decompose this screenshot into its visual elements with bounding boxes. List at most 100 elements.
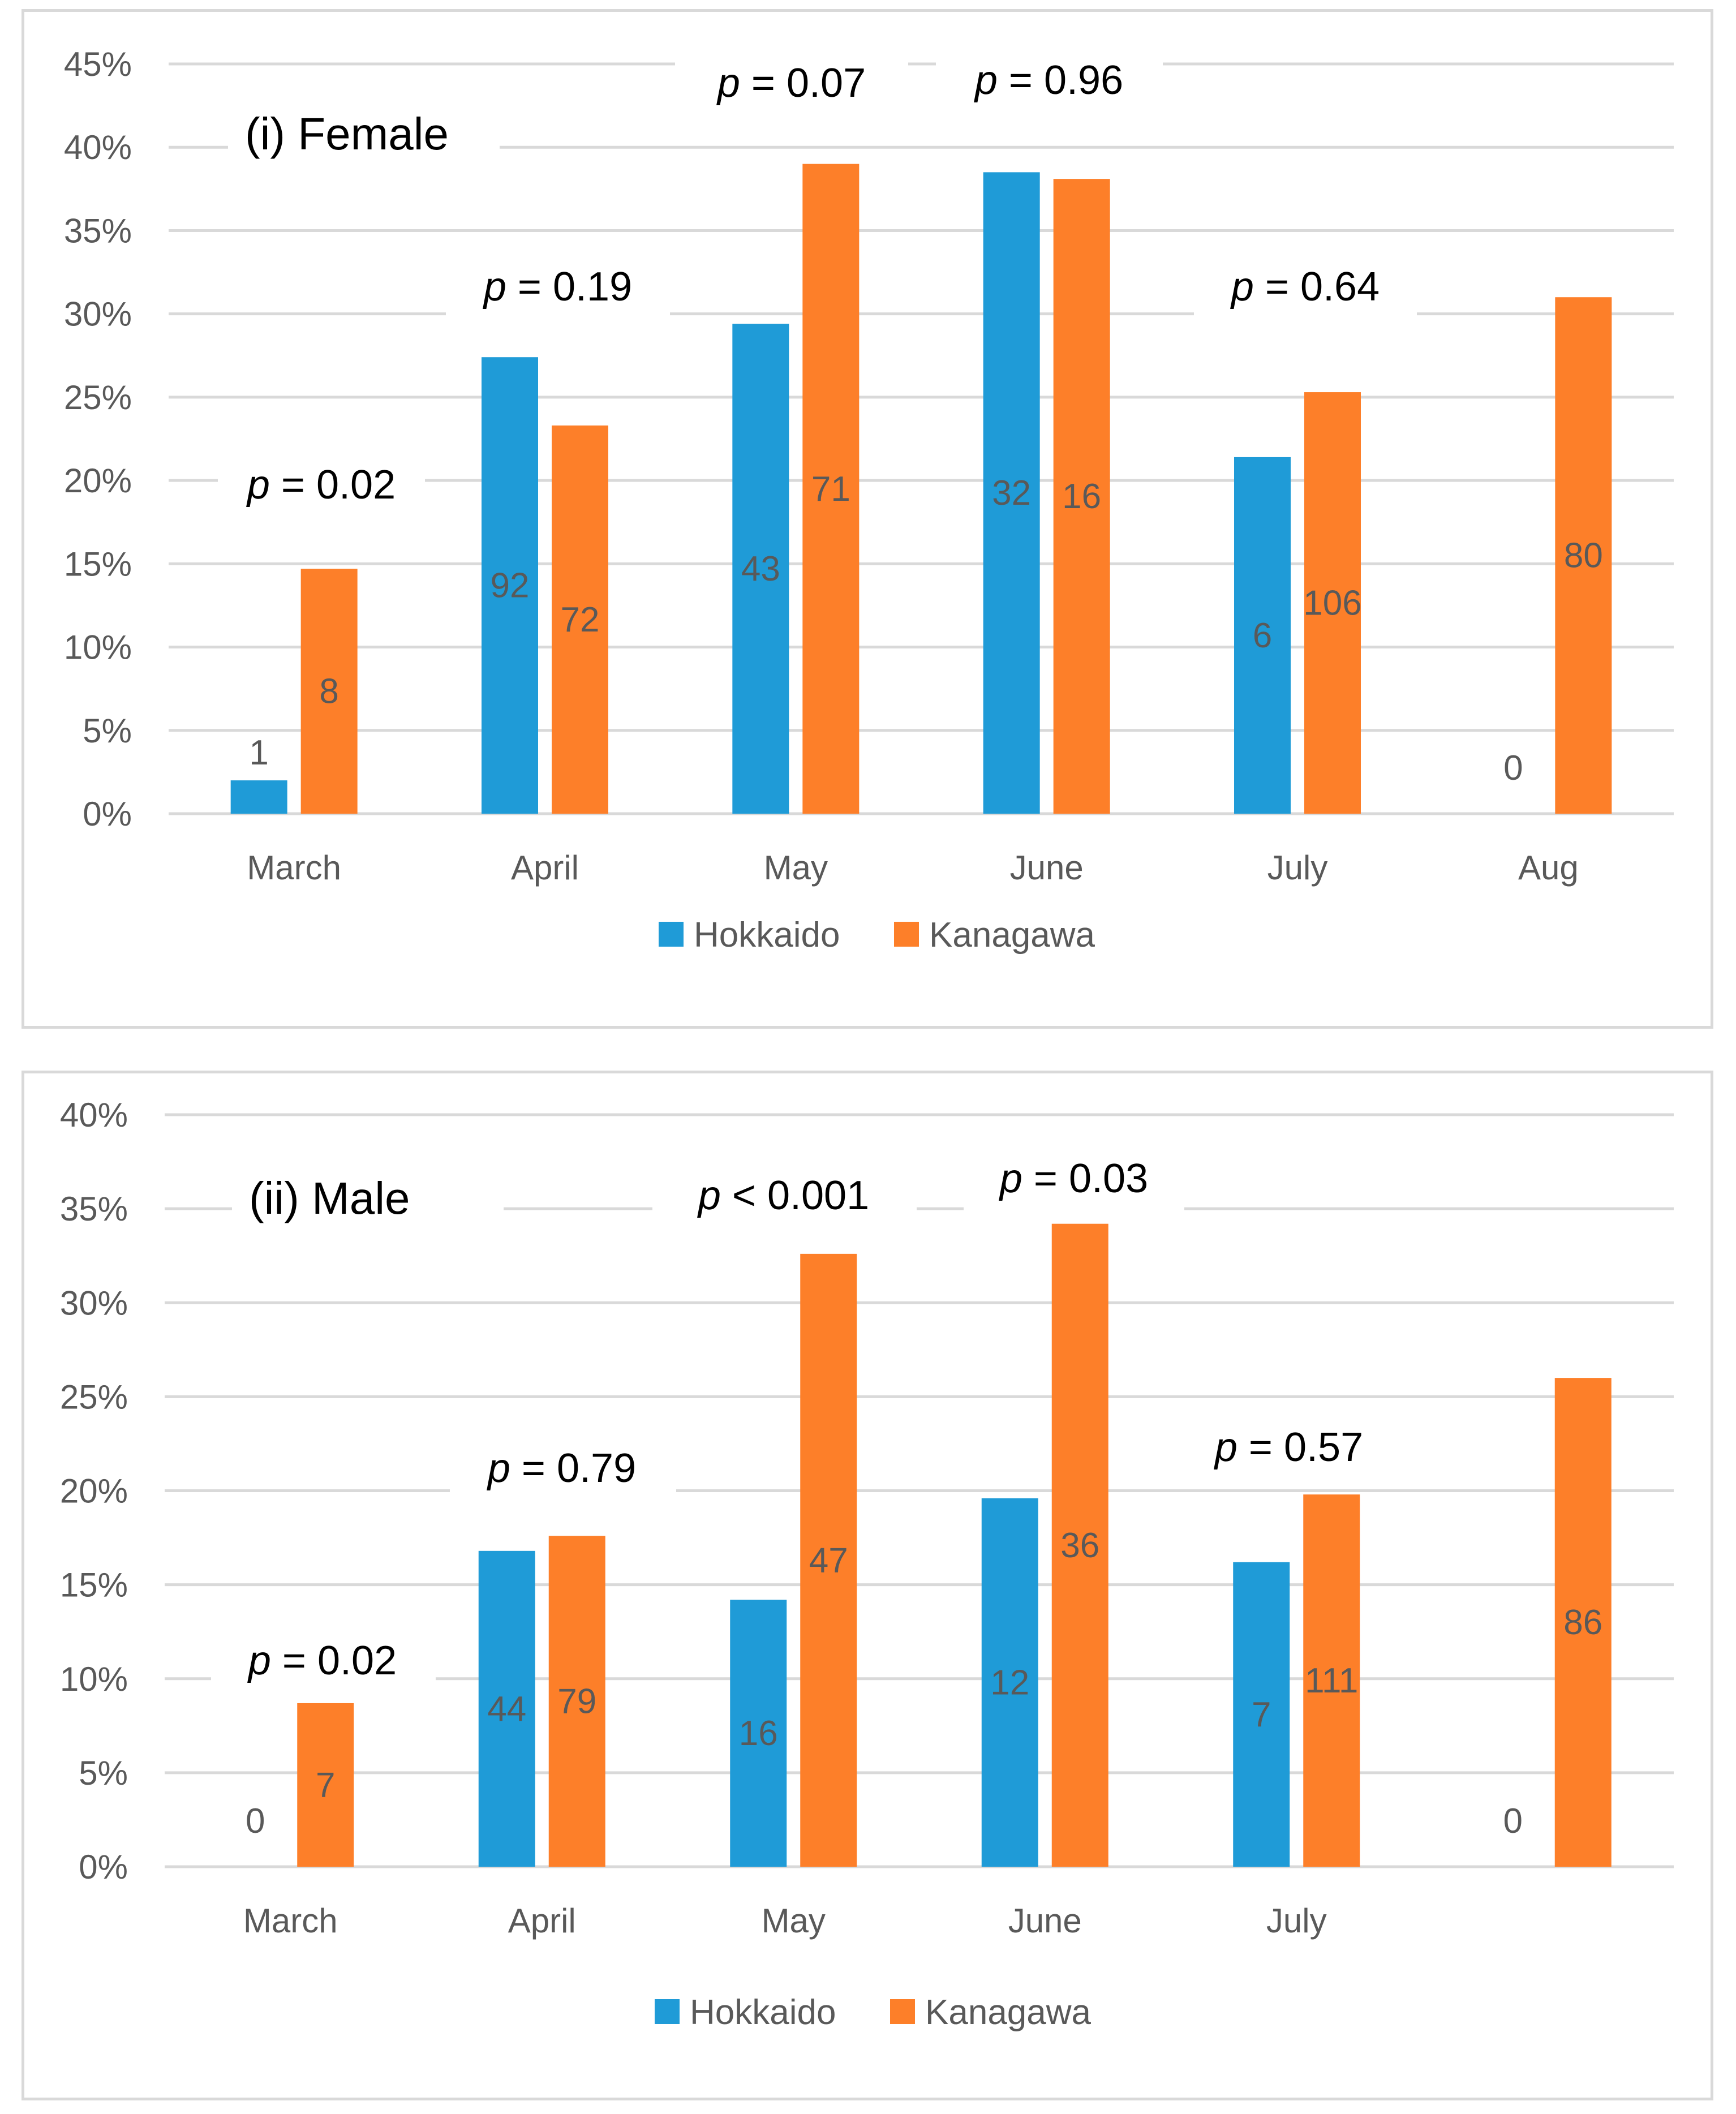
female-bar-chart: 0% 5% 10% 15% 20% 25% 30% 35% 40% 45% 1 8 March 92 72 A… <box>64 45 1674 955</box>
male-x-tick-label: May <box>762 1902 826 1940</box>
male-bar-chart: 0% 5% 10% 15% 20% 25% 30% 35% 40% 0 7 March 44 79 Apri… <box>60 1096 1674 2032</box>
female-data-label: 32 <box>992 474 1031 513</box>
female-legend-label-kanagawa: Kanagawa <box>929 916 1095 955</box>
male-pvalue-annotation-march: p = 0.02 <box>247 1638 397 1683</box>
male-data-label: 7 <box>316 1765 335 1804</box>
male-data-label: 0 <box>1503 1802 1523 1841</box>
male-legend-label-hokkaido: Hokkaido <box>690 1993 836 2032</box>
female-y-tick-label: 5% <box>83 712 132 750</box>
female-pvalue-background <box>446 258 670 320</box>
male-legend-label-kanagawa: Kanagawa <box>925 1993 1092 2032</box>
female-legend-label-hokkaido: Hokkaido <box>694 916 840 955</box>
female-x-tick-label: May <box>764 849 828 887</box>
male-bar-hokkaido-april <box>478 1550 535 1867</box>
male-bars <box>297 1223 1612 1867</box>
male-legend: Hokkaido Kanagawa <box>655 1993 1092 2032</box>
female-pvalue-background <box>1194 258 1417 320</box>
male-y-tick-label: 30% <box>60 1284 128 1322</box>
female-pvalue-background <box>218 456 425 518</box>
female-bar-hokkaido-june <box>983 172 1040 814</box>
male-pvalue-annotation-july: p = 0.57 <box>1214 1425 1363 1470</box>
male-bar-kanagawa-june <box>1051 1223 1108 1867</box>
male-x-tick-label: April <box>508 1902 576 1940</box>
female-legend-swatch-hokkaido <box>659 922 684 947</box>
female-bar-hokkaido-march <box>230 780 287 814</box>
male-data-label: 7 <box>1252 1695 1271 1734</box>
male-y-tick-label: 35% <box>60 1190 128 1228</box>
female-data-label: 6 <box>1253 616 1272 655</box>
female-x-tick-label: March <box>247 849 341 887</box>
female-x-tick-label: Aug <box>1518 849 1579 887</box>
male-y-tick-label: 0% <box>79 1848 128 1886</box>
female-x-tick-label: April <box>511 849 579 887</box>
male-data-label: 47 <box>809 1541 848 1580</box>
male-x-tick-label: March <box>243 1902 338 1940</box>
male-data-label: 16 <box>739 1714 778 1753</box>
male-bar-kanagawa-july <box>1303 1494 1360 1867</box>
male-bar-hokkaido-june <box>981 1498 1038 1867</box>
male-y-tick-label: 15% <box>60 1566 128 1604</box>
male-y-tick-label: 10% <box>60 1660 128 1698</box>
male-data-label: 44 <box>487 1690 526 1729</box>
female-pvalue-annotation-july: p = 0.64 <box>1230 264 1380 310</box>
female-bar-kanagawa-may <box>802 164 860 814</box>
female-data-label: 1 <box>249 733 268 772</box>
male-y-tick-label: 25% <box>60 1378 128 1416</box>
female-y-tick-label: 0% <box>83 795 132 833</box>
male-title-background <box>232 1168 504 1231</box>
female-legend: Hokkaido Kanagawa <box>659 916 1095 955</box>
female-data-label: 71 <box>811 470 850 509</box>
female-data-label: 16 <box>1062 477 1101 516</box>
female-pvalue-annotation-march: p = 0.02 <box>246 462 396 508</box>
female-pvalue-annotation-april: p = 0.19 <box>483 264 632 310</box>
male-bar-kanagawa-april <box>548 1536 605 1867</box>
female-y-tick-label: 40% <box>64 128 132 166</box>
female-chart-panel: 0% 5% 10% 15% 20% 25% 30% 35% 40% 45% 1 8 March 92 72 A… <box>22 9 1713 1029</box>
female-x-tick-label: July <box>1267 849 1328 887</box>
male-legend-swatch-kanagawa <box>890 1999 915 2024</box>
male-pvalue-background <box>1172 1419 1405 1481</box>
male-pvalue-background <box>211 1632 436 1694</box>
male-data-label: 79 <box>557 1682 596 1721</box>
female-bar-hokkaido-july <box>1234 457 1291 814</box>
male-pvalue-background <box>450 1440 676 1502</box>
female-data-label: 8 <box>319 672 338 711</box>
male-data-label: 111 <box>1305 1661 1358 1700</box>
female-y-tick-label: 20% <box>64 462 132 500</box>
male-y-tick-label: 5% <box>79 1754 128 1792</box>
female-y-tick-label: 30% <box>64 295 132 333</box>
female-y-tick-label: 15% <box>64 545 132 583</box>
female-y-tick-label: 45% <box>64 45 132 83</box>
male-bar-hokkaido-may <box>730 1600 787 1867</box>
male-chart-panel: 0% 5% 10% 15% 20% 25% 30% 35% 40% 0 7 March 44 79 Apri… <box>22 1071 1713 2100</box>
male-pvalue-background <box>652 1167 917 1229</box>
female-data-label: 80 <box>1564 536 1603 575</box>
male-data-label: 36 <box>1060 1526 1099 1565</box>
male-y-tick-label: 20% <box>60 1472 128 1510</box>
female-title-background <box>228 104 500 166</box>
female-pvalue-background <box>675 54 908 117</box>
male-y-tick-label: 40% <box>60 1096 128 1134</box>
female-data-label: 106 <box>1303 584 1361 623</box>
female-data-label: 92 <box>491 566 530 605</box>
male-data-label: 12 <box>990 1663 1029 1702</box>
female-bar-kanagawa-june <box>1053 179 1110 814</box>
female-x-tick-label: June <box>1010 849 1084 887</box>
female-bar-hokkaido-may <box>732 324 789 814</box>
male-bar-hokkaido-july <box>1233 1562 1290 1867</box>
female-data-label: 0 <box>1503 749 1523 788</box>
male-x-tick-label: July <box>1266 1902 1327 1940</box>
female-y-tick-label: 25% <box>64 379 132 416</box>
female-pvalue-background <box>936 51 1163 114</box>
male-x-tick-label: June <box>1008 1902 1082 1940</box>
male-bar-kanagawa-may <box>800 1253 857 1867</box>
female-bar-kanagawa-aug <box>1555 297 1612 814</box>
female-data-label: 72 <box>561 600 600 639</box>
male-chart-title: (ii) Male <box>249 1173 410 1223</box>
female-bar-kanagawa-july <box>1304 392 1361 814</box>
male-bar-kanagawa-march <box>297 1703 354 1867</box>
female-pvalue-annotation-may: p = 0.07 <box>716 61 866 106</box>
female-y-tick-label: 10% <box>64 629 132 667</box>
male-pvalue-annotation-may: p < 0.001 <box>697 1173 869 1218</box>
male-bar-kanagawa-cat5 <box>1554 1378 1612 1867</box>
